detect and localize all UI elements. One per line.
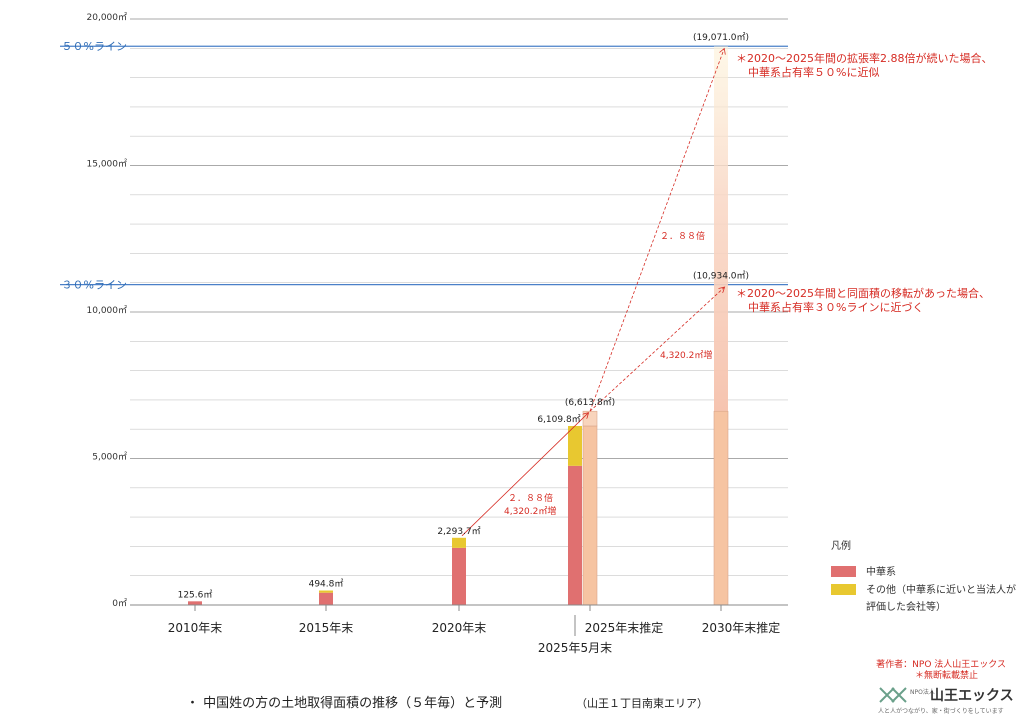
category-label: 2025年5月末: [538, 641, 612, 655]
note-30-line2: 中華系占有率３０%ラインに近づく: [748, 300, 923, 314]
projection-arrow-30: [589, 288, 724, 412]
total-label: 125.6㎡: [178, 589, 213, 600]
bar-estimate-2030: [713, 410, 729, 606]
total-label: 494.8㎡: [309, 579, 344, 590]
bar-other: [568, 425, 582, 466]
gridlines: [130, 18, 788, 577]
caption: ・ 中国姓の方の土地取得面積の推移（５年毎）と予測: [186, 695, 502, 711]
bar-other: [452, 537, 466, 548]
category-label: 2020年末: [432, 621, 487, 635]
bar-chinese: [188, 601, 202, 605]
category-label: 2025年末推定: [585, 620, 664, 635]
arrows: [461, 49, 724, 537]
estimate-label: (10,934.0㎡): [693, 271, 749, 282]
note-50-line2: 中華系占有率５０%に近似: [748, 65, 879, 79]
credit-line1: 著作者：NPO 法人山王エックス: [876, 658, 1006, 670]
bar-estimate-2025-increment: [582, 410, 598, 427]
legend-label-other: その他（中華系に近いと当法人が: [866, 583, 1016, 596]
logo: NPO法人 山王エックス 人と人がつながり、家・街づくりをしています: [878, 687, 1014, 715]
reference-line-label: ５０%ライン: [62, 40, 127, 53]
bar-estimate-2025: [582, 425, 598, 606]
legend-label-other-2: 評価した会社等）: [866, 600, 946, 613]
bar-estimate-2030-gradient: [714, 46, 728, 412]
legend-title: 凡例: [831, 539, 851, 552]
category-label: 2010年末: [168, 621, 223, 635]
bar-chinese: [319, 592, 333, 605]
total-label: 2,293.7㎡: [437, 526, 480, 537]
y-tick-label: 15,000㎡: [87, 159, 128, 170]
logo-main: 山王エックス: [930, 688, 1014, 704]
logo-org: NPO法人: [910, 688, 935, 696]
category-label: 2015年末: [299, 621, 354, 635]
caption-sub: （山王１丁目南東エリア）: [576, 697, 708, 710]
credit-line2: ＊無断転載禁止: [915, 669, 978, 681]
bar-chinese: [452, 547, 466, 605]
note-50-line1: ＊2020～2025年間の拡張率2.88倍が続いた場合、: [736, 51, 992, 65]
logo-tagline: 人と人がつながり、家・街づくりをしています: [878, 707, 1004, 715]
y-axis-ticks: 0㎡ 5,000㎡ 10,000㎡ 15,000㎡ 20,000㎡: [87, 12, 128, 609]
estimate-label: (6,613.8㎡): [565, 397, 615, 408]
growth-label-1: ２．８８倍: [508, 492, 553, 504]
y-tick-label: 10,000㎡: [87, 305, 128, 316]
legend-swatch-chinese: [831, 566, 856, 577]
arrow-label-lower: 4,320.2㎡増: [660, 349, 712, 361]
arrow-label-upper: ２．８８倍: [660, 230, 705, 242]
logo-mark-icon: [879, 687, 907, 703]
reference-lines: ５０%ライン ３０%ライン: [60, 40, 788, 292]
total-label: 6,109.8㎡: [537, 414, 580, 425]
reference-line-label: ３０%ライン: [62, 279, 127, 292]
bar-chinese: [568, 465, 582, 605]
growth-arrow-2020-2025: [461, 413, 588, 537]
y-tick-label: 5,000㎡: [92, 452, 127, 463]
y-tick-label: 0㎡: [112, 598, 127, 609]
category-labels: 2010年末 2015年末 2020年末 2025年5月末 2025年末推定 2030年末…: [168, 605, 781, 655]
estimate-label: (19,071.0㎡): [693, 32, 749, 43]
legend-swatch-other: [831, 584, 856, 595]
category-label: 2030年末推定: [702, 620, 781, 635]
value-labels: 125.6㎡ 494.8㎡ 2,293.7㎡ 6,109.8㎡ (6,613.8㎡) (1…: [178, 32, 749, 600]
legend-label-chinese: 中華系: [866, 565, 896, 578]
bars: [188, 46, 729, 606]
note-30-line1: ＊2020～2025年間と同面積の移転があった場合、: [736, 286, 990, 300]
y-tick-label: 20,000㎡: [87, 12, 128, 23]
projection-arrow-50: [589, 49, 724, 412]
growth-label-2: 4,320.2㎡増: [504, 505, 556, 517]
bar-other: [319, 590, 333, 593]
